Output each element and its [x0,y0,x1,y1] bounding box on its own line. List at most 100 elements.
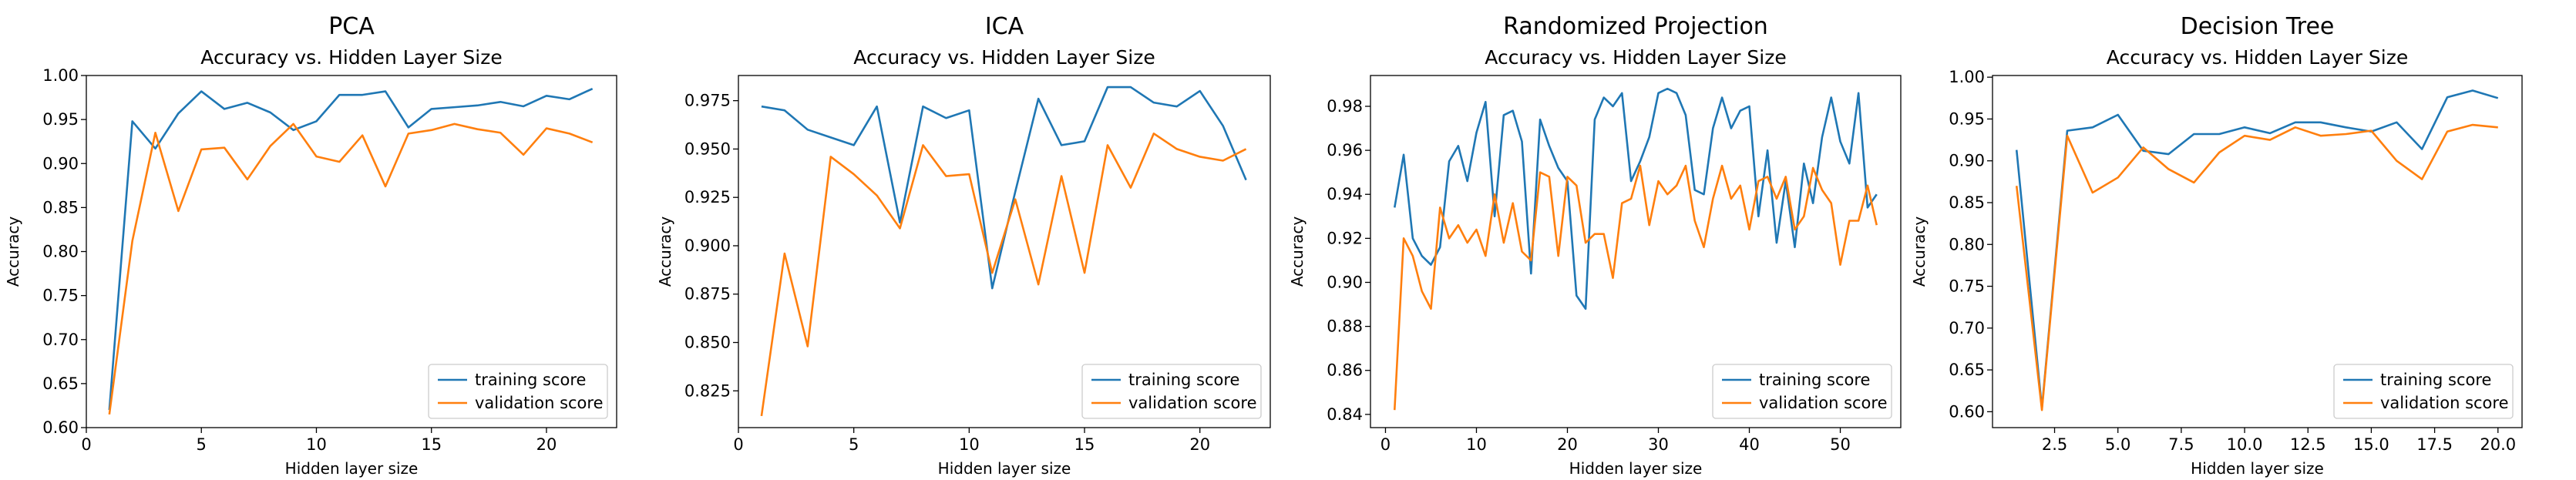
y-tick-label: 0.90 [1327,273,1363,291]
y-tick-label: 0.98 [1327,97,1363,116]
legend-box [2333,364,2514,419]
x-tick-label: 40 [1739,435,1760,454]
legend-box [1081,364,1262,419]
legend: training score validation score [1081,364,1262,419]
y-tick-label: 0.65 [1949,361,1985,379]
legend: training score validation score [1712,364,1892,419]
chart-title: Decision Tree [2181,13,2335,40]
y-tick-label: 0.60 [1949,402,1985,421]
y-tick-label: 0.85 [42,198,79,217]
y-tick-label: 1.00 [42,66,79,85]
x-tick-label: 50 [1830,435,1851,454]
legend: training score validation score [2333,364,2514,419]
plot-frame [1992,75,2523,428]
legend-label-training: training score [1128,371,1239,389]
x-tick-label: 10 [1466,435,1487,454]
subplot-1: ICA Accuracy vs. Hidden Layer Size 0 5 10 15 2… [656,13,1271,478]
x-tick-label: 10 [306,435,327,454]
y-tick-label: 0.90 [42,154,79,173]
x-axis-label: Hidden layer size [285,459,419,478]
y-tick-label: 1.00 [1949,68,1985,86]
legend: training score validation score [428,364,608,419]
x-axis-label: Hidden layer size [938,459,1071,478]
y-tick-label: 0.925 [684,188,731,206]
x-tick-label: 12.5 [2290,435,2326,454]
x-tick-label: 20 [1557,435,1578,454]
x-tick-label: 5 [197,435,207,454]
legend-label-training: training score [1759,371,1870,389]
legend-label-training: training score [475,371,586,389]
x-tick-label: 30 [1648,435,1669,454]
chart-subtitle: Accuracy vs. Hidden Layer Size [853,46,1155,69]
series-line-training [761,86,1247,290]
x-axis-label: Hidden layer size [2191,459,2324,478]
legend-label-training: training score [2380,371,2491,389]
chart-subtitle: Accuracy vs. Hidden Layer Size [2107,46,2408,69]
y-axis-label: Accuracy [656,217,674,287]
legend-label-validation: validation score [1759,394,1888,412]
y-tick-label: 0.84 [1327,405,1363,424]
chart-title: Randomized Projection [1503,13,1768,40]
y-tick-label: 0.96 [1327,141,1363,159]
legend-label-validation: validation score [2380,394,2509,412]
x-tick-label: 20 [536,435,557,454]
x-tick-label: 15 [421,435,442,454]
series-line-validation [760,133,1247,417]
x-tick-label: 10 [959,435,980,454]
x-tick-label: 15.0 [2353,435,2389,454]
x-tick-label: 5.0 [2105,435,2130,454]
y-tick-label: 0.95 [42,110,79,129]
series-line-validation [108,123,594,415]
y-tick-label: 0.80 [1949,235,1985,253]
y-tick-label: 0.94 [1327,185,1363,203]
x-tick-label: 0 [733,435,743,454]
x-tick-label: 0 [1380,435,1391,454]
y-tick-label: 0.875 [684,285,731,304]
legend-box [428,364,608,419]
y-tick-label: 0.86 [1327,361,1363,380]
chart-subtitle: Accuracy vs. Hidden Layer Size [200,46,502,69]
y-tick-label: 0.88 [1327,317,1363,336]
y-tick-label: 0.75 [42,287,79,305]
legend-box [1712,364,1892,419]
y-tick-label: 0.80 [42,243,79,261]
subplot-2: Randomized Projection Accuracy vs. Hidden… [1288,13,1902,478]
y-axis-label: Accuracy [1910,217,1929,287]
y-tick-label: 0.60 [42,418,79,437]
x-axis-label: Hidden layer size [1569,459,1703,478]
x-tick-label: 10.0 [2227,435,2263,454]
chart-title: ICA [985,13,1024,40]
series-line-training [2015,89,2499,410]
y-tick-label: 0.92 [1327,229,1363,247]
y-tick-label: 0.825 [684,381,731,400]
series-line-training [108,87,594,411]
y-tick-label: 0.70 [42,331,79,349]
y-tick-label: 0.850 [684,334,731,352]
chart-title: PCA [328,13,375,40]
subplot-0: PCA Accuracy vs. Hidden Layer Size 0 5 10 15 2… [4,13,617,478]
y-tick-label: 0.900 [684,237,731,255]
x-tick-label: 17.5 [2416,435,2453,454]
x-tick-label: 7.5 [2168,435,2194,454]
y-tick-label: 0.75 [1949,277,1985,296]
x-tick-label: 0 [81,435,91,454]
series-line-validation [1393,164,1878,411]
y-tick-label: 0.950 [684,139,731,158]
x-tick-label: 20.0 [2480,435,2516,454]
x-tick-label: 5 [849,435,859,454]
plot-frame [738,75,1271,428]
y-tick-label: 0.70 [1949,319,1985,337]
x-tick-label: 20 [1189,435,1210,454]
legend-label-validation: validation score [1128,394,1257,412]
series-line-training [1393,87,1878,310]
y-tick-label: 0.975 [684,92,731,110]
y-tick-label: 0.95 [1949,109,1985,128]
subplot-3: Decision Tree Accuracy vs. Hidden Layer S… [1910,13,2523,478]
chart-subtitle: Accuracy vs. Hidden Layer Size [1485,46,1786,69]
plot-frame [1370,75,1902,428]
y-tick-label: 0.85 [1949,193,1985,212]
y-tick-label: 0.90 [1949,152,1985,170]
y-axis-label: Accuracy [4,217,22,287]
x-tick-label: 15 [1074,435,1095,454]
